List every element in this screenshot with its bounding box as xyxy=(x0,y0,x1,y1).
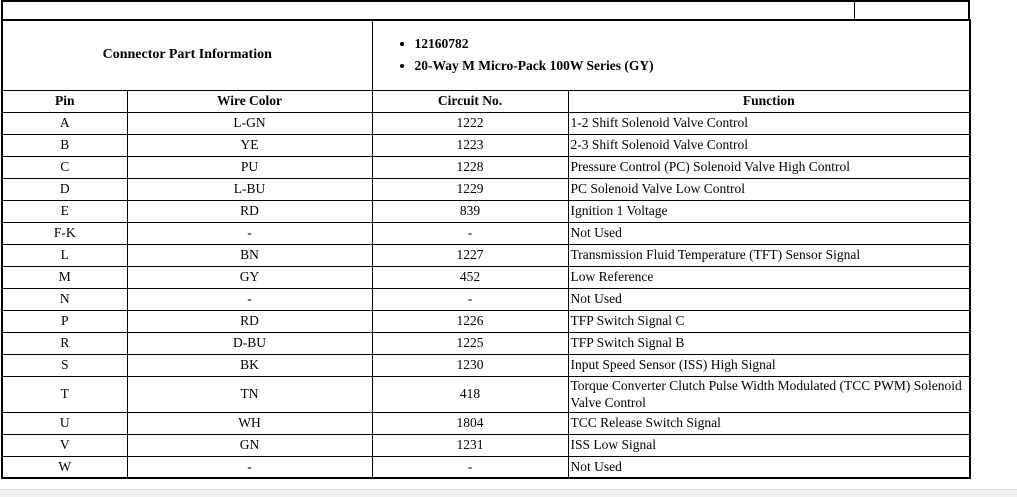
function-cell: Input Speed Sensor (ISS) High Signal xyxy=(567,353,971,377)
table-row: F-K - - Not Used xyxy=(1,221,971,245)
wire-color-cell: BN xyxy=(126,243,373,267)
function-cell: Pressure Control (PC) Solenoid Valve Hig… xyxy=(567,155,971,179)
circuit-no-cell: 1223 xyxy=(371,133,569,157)
function-cell: Torque Converter Clutch Pulse Width Modu… xyxy=(567,375,971,413)
clipped-row-divider xyxy=(854,0,855,19)
circuit-no-cell: 1228 xyxy=(371,155,569,179)
connector-part-details-cell: 12160782 20-Way M Micro-Pack 100W Series… xyxy=(371,19,971,91)
table-row: B YE 1223 2-3 Shift Solenoid Valve Contr… xyxy=(1,133,971,157)
function-cell: TFP Switch Signal C xyxy=(567,309,971,333)
function-cell: Ignition 1 Voltage xyxy=(567,199,971,223)
circuit-no-cell: 1227 xyxy=(371,243,569,267)
wire-color-cell: L-GN xyxy=(126,111,373,135)
function-cell: Transmission Fluid Temperature (TFT) Sen… xyxy=(567,243,971,267)
pin-cell: P xyxy=(1,309,128,333)
circuit-no-cell: 418 xyxy=(371,375,569,413)
pin-cell: D xyxy=(1,177,128,201)
wire-color-cell: BK xyxy=(126,353,373,377)
table-row: C PU 1228 Pressure Control (PC) Solenoid… xyxy=(1,155,971,179)
circuit-no-cell: 839 xyxy=(371,199,569,223)
pin-cell: V xyxy=(1,433,128,457)
wire-color-cell: RD xyxy=(126,309,373,333)
wire-color-cell: - xyxy=(126,455,373,479)
circuit-no-cell: - xyxy=(371,287,569,311)
wire-color-cell: YE xyxy=(126,133,373,157)
column-header-wire-color: Wire Color xyxy=(126,89,373,113)
wire-color-cell: - xyxy=(126,221,373,245)
circuit-no-cell: - xyxy=(371,455,569,479)
wire-color-cell: GN xyxy=(126,433,373,457)
function-cell: Not Used xyxy=(567,287,971,311)
pin-cell: U xyxy=(1,411,128,435)
function-cell: 2-3 Shift Solenoid Valve Control xyxy=(567,133,971,157)
function-cell: TCC Release Switch Signal xyxy=(567,411,971,435)
connector-table: Connector Part Information 12160782 20-W… xyxy=(1,19,972,480)
function-cell: Not Used xyxy=(567,221,971,245)
circuit-no-cell: 452 xyxy=(371,265,569,289)
horizontal-scrollbar-track[interactable] xyxy=(0,489,1017,497)
pin-cell: B xyxy=(1,133,128,157)
circuit-no-cell: 1225 xyxy=(371,331,569,355)
table-row: D L-BU 1229 PC Solenoid Valve Low Contro… xyxy=(1,177,971,201)
table-row: E RD 839 Ignition 1 Voltage xyxy=(1,199,971,223)
pin-cell: L xyxy=(1,243,128,267)
circuit-no-cell: 1226 xyxy=(371,309,569,333)
pin-cell: W xyxy=(1,455,128,479)
function-cell: 1-2 Shift Solenoid Valve Control xyxy=(567,111,971,135)
connector-info-row: Connector Part Information 12160782 20-W… xyxy=(1,19,971,91)
clipped-row-top-border xyxy=(1,0,970,2)
pin-cell: A xyxy=(1,111,128,135)
function-cell: Low Reference xyxy=(567,265,971,289)
pin-cell: R xyxy=(1,331,128,355)
clipped-row-right-border xyxy=(968,0,970,19)
wire-color-cell: WH xyxy=(126,411,373,435)
table-row: A L-GN 1222 1-2 Shift Solenoid Valve Con… xyxy=(1,111,971,135)
circuit-no-cell: 1230 xyxy=(371,353,569,377)
function-cell: ISS Low Signal xyxy=(567,433,971,457)
connector-part-information-title: Connector Part Information xyxy=(1,19,373,91)
pin-cell: C xyxy=(1,155,128,179)
connector-part-number: 12160782 xyxy=(415,36,968,52)
table-row: S BK 1230 Input Speed Sensor (ISS) High … xyxy=(1,353,971,377)
connector-series-description: 20-Way M Micro-Pack 100W Series (GY) xyxy=(415,58,968,74)
wire-color-cell: PU xyxy=(126,155,373,179)
wire-color-cell: - xyxy=(126,287,373,311)
column-header-row: Pin Wire Color Circuit No. Function xyxy=(1,89,971,113)
table-row: V GN 1231 ISS Low Signal xyxy=(1,433,971,457)
wire-color-cell: GY xyxy=(126,265,373,289)
circuit-no-cell: - xyxy=(371,221,569,245)
function-cell: PC Solenoid Valve Low Control xyxy=(567,177,971,201)
table-row: R D-BU 1225 TFP Switch Signal B xyxy=(1,331,971,355)
connector-part-details-list: 12160782 20-Way M Micro-Pack 100W Series… xyxy=(375,36,968,74)
wire-color-cell: L-BU xyxy=(126,177,373,201)
table-row: M GY 452 Low Reference xyxy=(1,265,971,289)
table-row: W - - Not Used xyxy=(1,455,971,479)
wire-color-cell: TN xyxy=(126,375,373,413)
pin-cell: E xyxy=(1,199,128,223)
clipped-row-left-border xyxy=(1,0,3,19)
function-cell: Not Used xyxy=(567,455,971,479)
column-header-pin: Pin xyxy=(1,89,128,113)
wire-color-cell: RD xyxy=(126,199,373,223)
column-header-circuit-no: Circuit No. xyxy=(371,89,569,113)
pin-cell: S xyxy=(1,353,128,377)
table-row: N - - Not Used xyxy=(1,287,971,311)
table-row: L BN 1227 Transmission Fluid Temperature… xyxy=(1,243,971,267)
pin-cell: F-K xyxy=(1,221,128,245)
circuit-no-cell: 1222 xyxy=(371,111,569,135)
wire-color-cell: D-BU xyxy=(126,331,373,355)
circuit-no-cell: 1229 xyxy=(371,177,569,201)
table-row: U WH 1804 TCC Release Switch Signal xyxy=(1,411,971,435)
pin-cell: N xyxy=(1,287,128,311)
table-row: P RD 1226 TFP Switch Signal C xyxy=(1,309,971,333)
connector-table-body: Connector Part Information 12160782 20-W… xyxy=(1,19,971,479)
function-cell: TFP Switch Signal B xyxy=(567,331,971,355)
column-header-function: Function xyxy=(567,89,971,113)
pin-cell: T xyxy=(1,375,128,413)
pin-cell: M xyxy=(1,265,128,289)
circuit-no-cell: 1804 xyxy=(371,411,569,435)
table-row: T TN 418 Torque Converter Clutch Pulse W… xyxy=(1,375,971,413)
circuit-no-cell: 1231 xyxy=(371,433,569,457)
